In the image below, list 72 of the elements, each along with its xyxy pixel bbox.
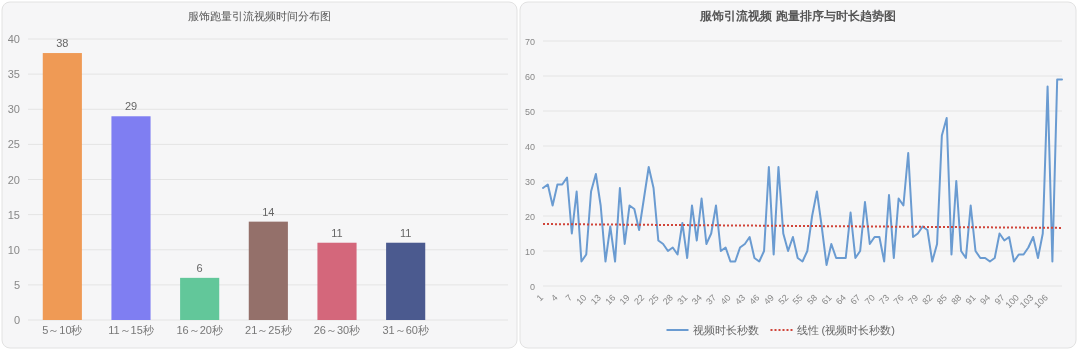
- y-tick-label: 30: [7, 103, 20, 116]
- x-tick-label: 31: [675, 292, 690, 307]
- x-tick-label: 28: [660, 292, 676, 307]
- bar: [248, 221, 288, 320]
- bar: [180, 277, 220, 320]
- y-tick-label: 40: [7, 33, 20, 45]
- x-tick-label: 64: [833, 292, 849, 307]
- x-tick-label: 52: [776, 292, 791, 307]
- x-tick-label: 13: [588, 292, 603, 307]
- data-label: 38: [56, 37, 69, 50]
- x-tick-label: 1: [534, 292, 546, 304]
- bar: [317, 242, 357, 320]
- x-tick-label: 19: [617, 292, 632, 307]
- chart-title: 服饰引流视频 跑量排序与时长趋势图: [699, 9, 896, 23]
- x-tick-label: 22: [632, 292, 647, 307]
- legend-label: 线性 (视频时长秒数): [796, 324, 895, 336]
- x-tick-label: 55: [790, 292, 805, 307]
- y-tick-label: 0: [529, 282, 535, 292]
- x-tick-label: 73: [877, 292, 892, 307]
- y-tick-label: 10: [7, 243, 20, 256]
- x-tick-label: 85: [934, 292, 949, 307]
- legend-label: 视频时长秒数: [692, 324, 759, 336]
- x-tick-label: 7: [563, 292, 575, 304]
- x-tick-label: 91: [963, 292, 978, 307]
- bar: [42, 53, 82, 320]
- x-tick-label: 16: [603, 292, 618, 307]
- y-tick-label: 50: [524, 107, 535, 117]
- data-label: 6: [196, 261, 203, 274]
- chart-title: 服饰跑量引流视频时间分布图: [188, 10, 331, 22]
- x-tick-label: 43: [732, 292, 748, 307]
- bar: [386, 242, 426, 320]
- y-tick-label: 0: [13, 314, 20, 326]
- x-tick-label: 37: [704, 292, 719, 307]
- data-label: 11: [331, 226, 343, 239]
- x-tick-label: 88: [949, 292, 964, 307]
- x-tick-label: 4: [549, 292, 560, 304]
- data-label: 29: [124, 100, 138, 113]
- x-tick-label: 40: [718, 292, 733, 307]
- x-tick-label: 49: [761, 292, 776, 307]
- x-tick-label: 76: [891, 292, 906, 307]
- x-tick-label: 11～15秒: [108, 324, 154, 336]
- x-tick-label: 61: [819, 292, 834, 307]
- data-label: 11: [399, 226, 412, 239]
- y-tick-label: 5: [13, 278, 20, 291]
- x-tick-label: 34: [689, 292, 704, 307]
- x-tick-label: 82: [920, 292, 935, 307]
- y-tick-label: 10: [524, 247, 535, 257]
- x-tick-label: 21～25秒: [245, 324, 292, 336]
- x-tick-label: 25: [646, 292, 661, 307]
- y-tick-label: 20: [524, 212, 535, 222]
- bar: [111, 116, 151, 320]
- x-tick-label: 26～30秒: [313, 324, 361, 336]
- y-tick-label: 15: [7, 208, 20, 221]
- x-tick-label: 10: [574, 292, 589, 307]
- data-label: 14: [262, 205, 275, 218]
- y-tick-label: 60: [524, 72, 535, 82]
- line-series: [542, 78, 1063, 266]
- y-tick-label: 20: [7, 173, 20, 186]
- x-tick-label: 5～10秒: [42, 324, 83, 336]
- x-tick-label: 58: [805, 292, 820, 307]
- x-tick-label: 46: [747, 292, 762, 307]
- y-tick-label: 30: [524, 177, 535, 187]
- y-tick-label: 35: [7, 68, 20, 81]
- x-tick-label: 67: [848, 292, 863, 307]
- x-tick-label: 94: [978, 292, 993, 307]
- y-tick-label: 25: [7, 138, 20, 151]
- x-tick-label: 70: [862, 292, 877, 307]
- x-tick-label: 79: [905, 292, 921, 307]
- x-tick-label: 16～20秒: [176, 324, 223, 336]
- x-tick-label: 31～60秒: [382, 324, 429, 336]
- y-tick-label: 40: [524, 142, 535, 152]
- y-tick-label: 70: [524, 37, 535, 47]
